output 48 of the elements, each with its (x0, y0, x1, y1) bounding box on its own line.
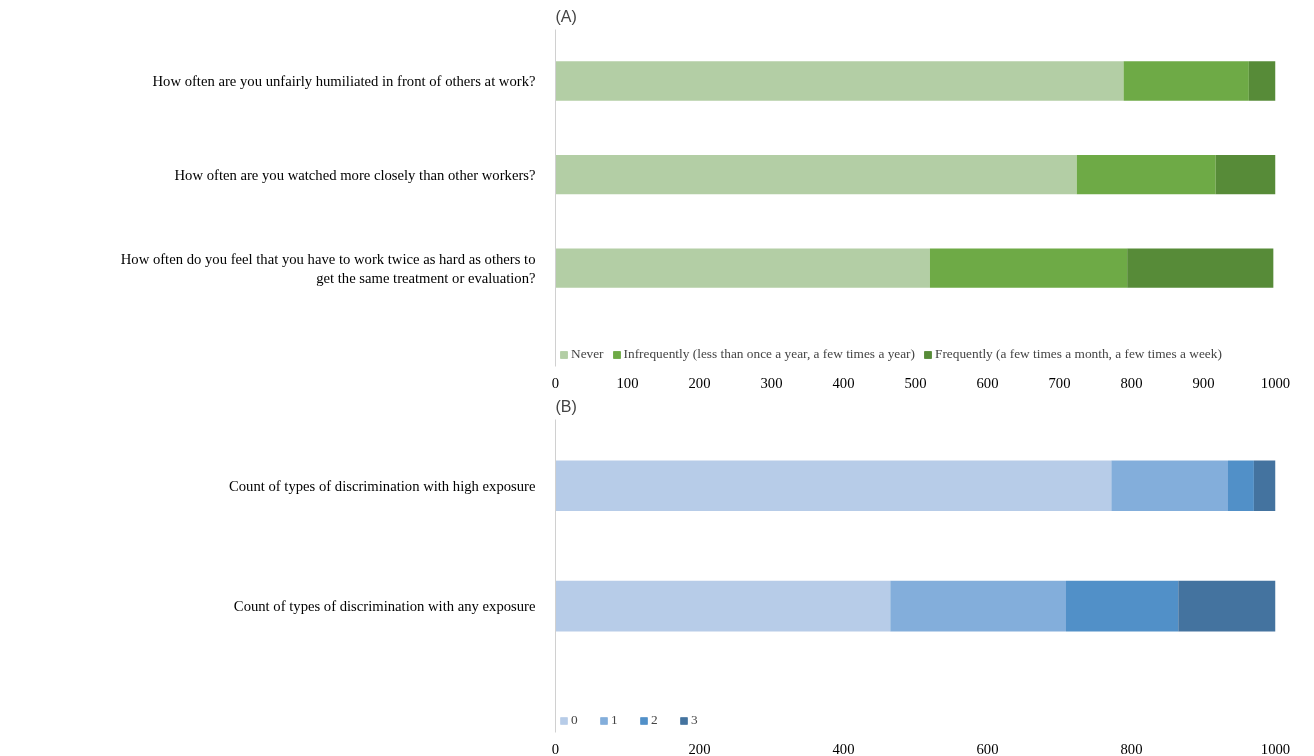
x-tick-label: 300 (760, 374, 783, 391)
bar (1227, 460, 1254, 511)
y-tick-label: Count of types of discrimination with high exposure (228, 477, 536, 494)
x-tick-label: 0 (551, 374, 560, 391)
bar (890, 580, 1066, 632)
x-tick-label: 900 (1192, 374, 1215, 391)
x-tick-label: 200 (688, 374, 711, 391)
x-tick-label: 1000 (1260, 374, 1291, 391)
bar (1111, 460, 1228, 511)
y-tick-label: How often are you watched more closely than other workers? (174, 166, 536, 183)
x-tick-label: 800 (1120, 740, 1143, 756)
bar (1178, 580, 1276, 632)
bar (929, 248, 1128, 288)
bar (1065, 580, 1179, 632)
x-tick-label: 200 (688, 740, 711, 756)
chart-title: (B) (555, 397, 577, 415)
legend-label: 3 (691, 712, 699, 728)
x-tick-label: 800 (1120, 374, 1143, 391)
bar (1248, 61, 1276, 101)
chart-title: (A) (555, 7, 577, 25)
legend-label: 0 (571, 712, 579, 728)
x-tick-label: 100 (616, 374, 639, 391)
x-tick-label: 400 (832, 374, 855, 391)
x-tick-label: 600 (976, 374, 999, 391)
bar (1127, 248, 1274, 288)
bar (1215, 154, 1276, 195)
x-tick-label: 500 (904, 374, 927, 391)
legend-label: 2 (651, 712, 659, 728)
x-tick-label: 0 (551, 740, 560, 756)
y-tick-label: How often are you unfairly humiliated in front of others at work? (152, 72, 536, 89)
bar (1076, 154, 1216, 195)
legend-label: Infrequently (less than once a year, a few times a year) (623, 346, 915, 362)
bar (555, 248, 930, 288)
bar (555, 580, 891, 632)
legend-label: Frequently (a few times a month, a few times a week) (935, 346, 1222, 362)
x-tick-label: 1000 (1260, 740, 1291, 756)
bar (555, 61, 1124, 101)
bar (1123, 61, 1249, 101)
bar (1253, 460, 1276, 511)
legend-label: 1 (611, 712, 619, 728)
y-tick-label: Count of types of discrimination with any exposure (233, 598, 536, 615)
legend-label: Never (571, 346, 604, 362)
y-tick-label: How often do you feel that you have to work twice as hard as others to get the same treatment or evaluation? (120, 250, 536, 286)
x-tick-label: 700 (1048, 374, 1071, 391)
bar (555, 460, 1112, 511)
x-tick-label: 400 (832, 740, 855, 756)
x-tick-label: 600 (976, 740, 999, 756)
bar (555, 154, 1077, 195)
